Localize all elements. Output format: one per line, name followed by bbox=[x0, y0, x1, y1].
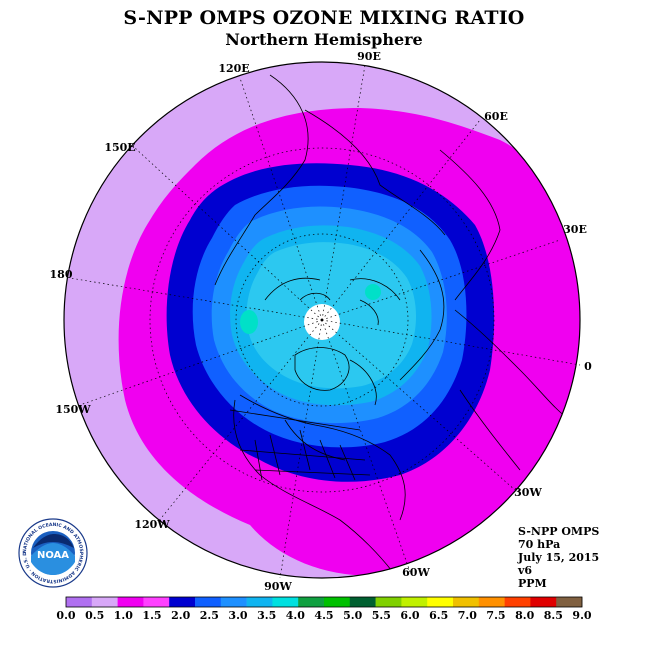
logo-text: NOAA bbox=[37, 550, 69, 561]
coastlines bbox=[214, 74, 571, 576]
lon-label-0: 0 bbox=[584, 360, 592, 373]
info-version: v6 bbox=[518, 564, 533, 577]
lon-label-150e: 150E bbox=[104, 141, 135, 154]
lon-label-150w: 150W bbox=[55, 403, 91, 416]
lon-label-30w: 30W bbox=[514, 486, 542, 499]
graticule bbox=[69, 64, 581, 579]
info-level: 70 hPa bbox=[518, 538, 561, 551]
noaa-logo: NATIONAL OCEANIC AND ATMOSPHERIC ADMINIS… bbox=[18, 518, 88, 588]
lon-label-120w: 120W bbox=[134, 518, 170, 531]
map-title: S-NPP OMPS OZONE MIXING RATIO bbox=[123, 7, 525, 29]
lon-label-60w: 60W bbox=[402, 566, 430, 579]
info-block: S-NPP OMPS 70 hPa July 15, 2015 v6 PPM bbox=[518, 525, 599, 590]
info-units: PPM bbox=[518, 577, 547, 590]
lon-label-90w: 90W bbox=[264, 580, 292, 593]
info-date: July 15, 2015 bbox=[518, 551, 600, 564]
lon-label-180: 180 bbox=[50, 268, 73, 281]
band-4.0-patch-2 bbox=[365, 284, 381, 300]
lon-label-60e: 60E bbox=[484, 110, 508, 123]
lon-label-90e: 90E bbox=[357, 50, 381, 63]
band-4.0-patch-1 bbox=[240, 310, 258, 334]
map-border bbox=[63, 61, 581, 579]
lon-label-120e: 120E bbox=[218, 62, 249, 75]
longitude-labels: 90E 60E 30E 0 30W 60W 90W 120W 150W 180 … bbox=[50, 50, 593, 593]
missing-data-pole bbox=[304, 304, 340, 340]
lon-label-30e: 30E bbox=[563, 223, 587, 236]
map-subtitle: Northern Hemisphere bbox=[225, 30, 423, 49]
ozone-field bbox=[64, 62, 580, 578]
info-instrument: S-NPP OMPS bbox=[518, 525, 600, 538]
